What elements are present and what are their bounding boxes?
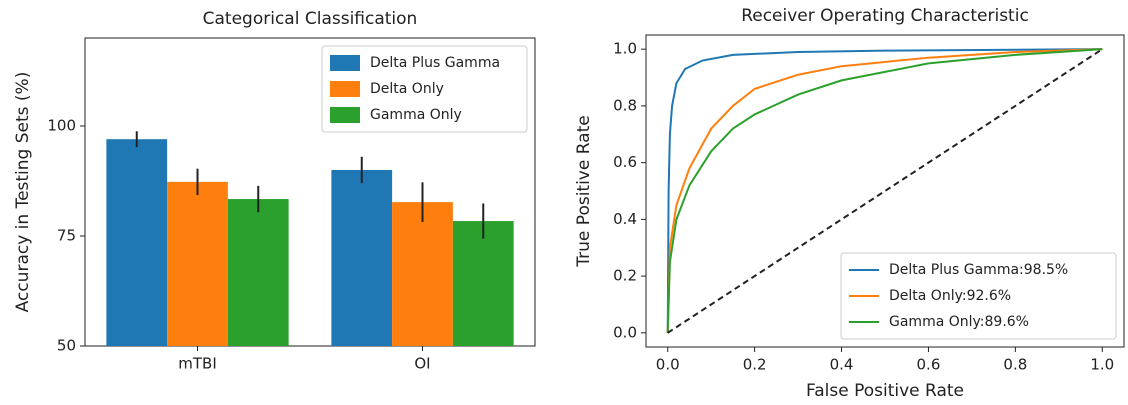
legend-label: Gamma Only:89.6% [889, 314, 1029, 330]
y-tick-label: 50 [57, 337, 76, 355]
x-tick-label: 0.4 [830, 356, 854, 374]
y-tick-label: 0.2 [613, 267, 637, 285]
x-axis-label: False Positive Rate [806, 381, 964, 401]
bar [392, 202, 453, 346]
y-tick-label: 0.0 [613, 323, 637, 341]
y-axis-label: Accuracy in Testing Sets (%) [13, 72, 33, 313]
reference-line [667, 48, 1103, 334]
roc-curve [666, 48, 1103, 333]
y-tick-label: 1.0 [613, 40, 637, 58]
roc-curve [666, 48, 1103, 333]
roc-curve [666, 48, 1103, 333]
axes-frame [84, 37, 536, 347]
x-tick-label: 0.0 [656, 356, 680, 374]
legend-label: Delta Only [370, 81, 444, 97]
y-axis-label: True Positive Rate [574, 115, 594, 267]
legend-label: Delta Plus Gamma [370, 55, 500, 71]
axes-frame [645, 34, 1125, 348]
legend-label: Gamma Only [370, 107, 462, 123]
bar [452, 221, 514, 346]
bar [167, 181, 228, 346]
bar [331, 170, 393, 346]
y-tick-label: 100 [47, 117, 76, 135]
x-tick-label: mTBI [178, 355, 217, 373]
x-tick-label: OI [414, 355, 430, 373]
y-tick-label: 0.4 [613, 210, 637, 228]
legend-swatch [330, 107, 360, 123]
bar [227, 199, 289, 346]
x-tick-label: 0.8 [1003, 356, 1027, 374]
y-tick-label: 0.6 [613, 153, 637, 171]
x-tick-label: 0.6 [917, 356, 941, 374]
y-tick-label: 75 [57, 227, 76, 245]
legend-box [321, 45, 528, 133]
legend-box [840, 252, 1117, 340]
x-tick-label: 0.2 [743, 356, 767, 374]
chart-title: Categorical Classification [203, 9, 418, 29]
chart-title: Receiver Operating Characteristic [741, 6, 1029, 26]
legend-label: Delta Only:92.6% [889, 288, 1011, 304]
bar [106, 139, 168, 346]
legend-swatch [330, 55, 360, 71]
x-tick-label: 1.0 [1090, 356, 1114, 374]
y-tick-label: 0.8 [613, 96, 637, 114]
legend-swatch [330, 81, 360, 97]
legend-label: Delta Plus Gamma:98.5% [889, 262, 1068, 278]
